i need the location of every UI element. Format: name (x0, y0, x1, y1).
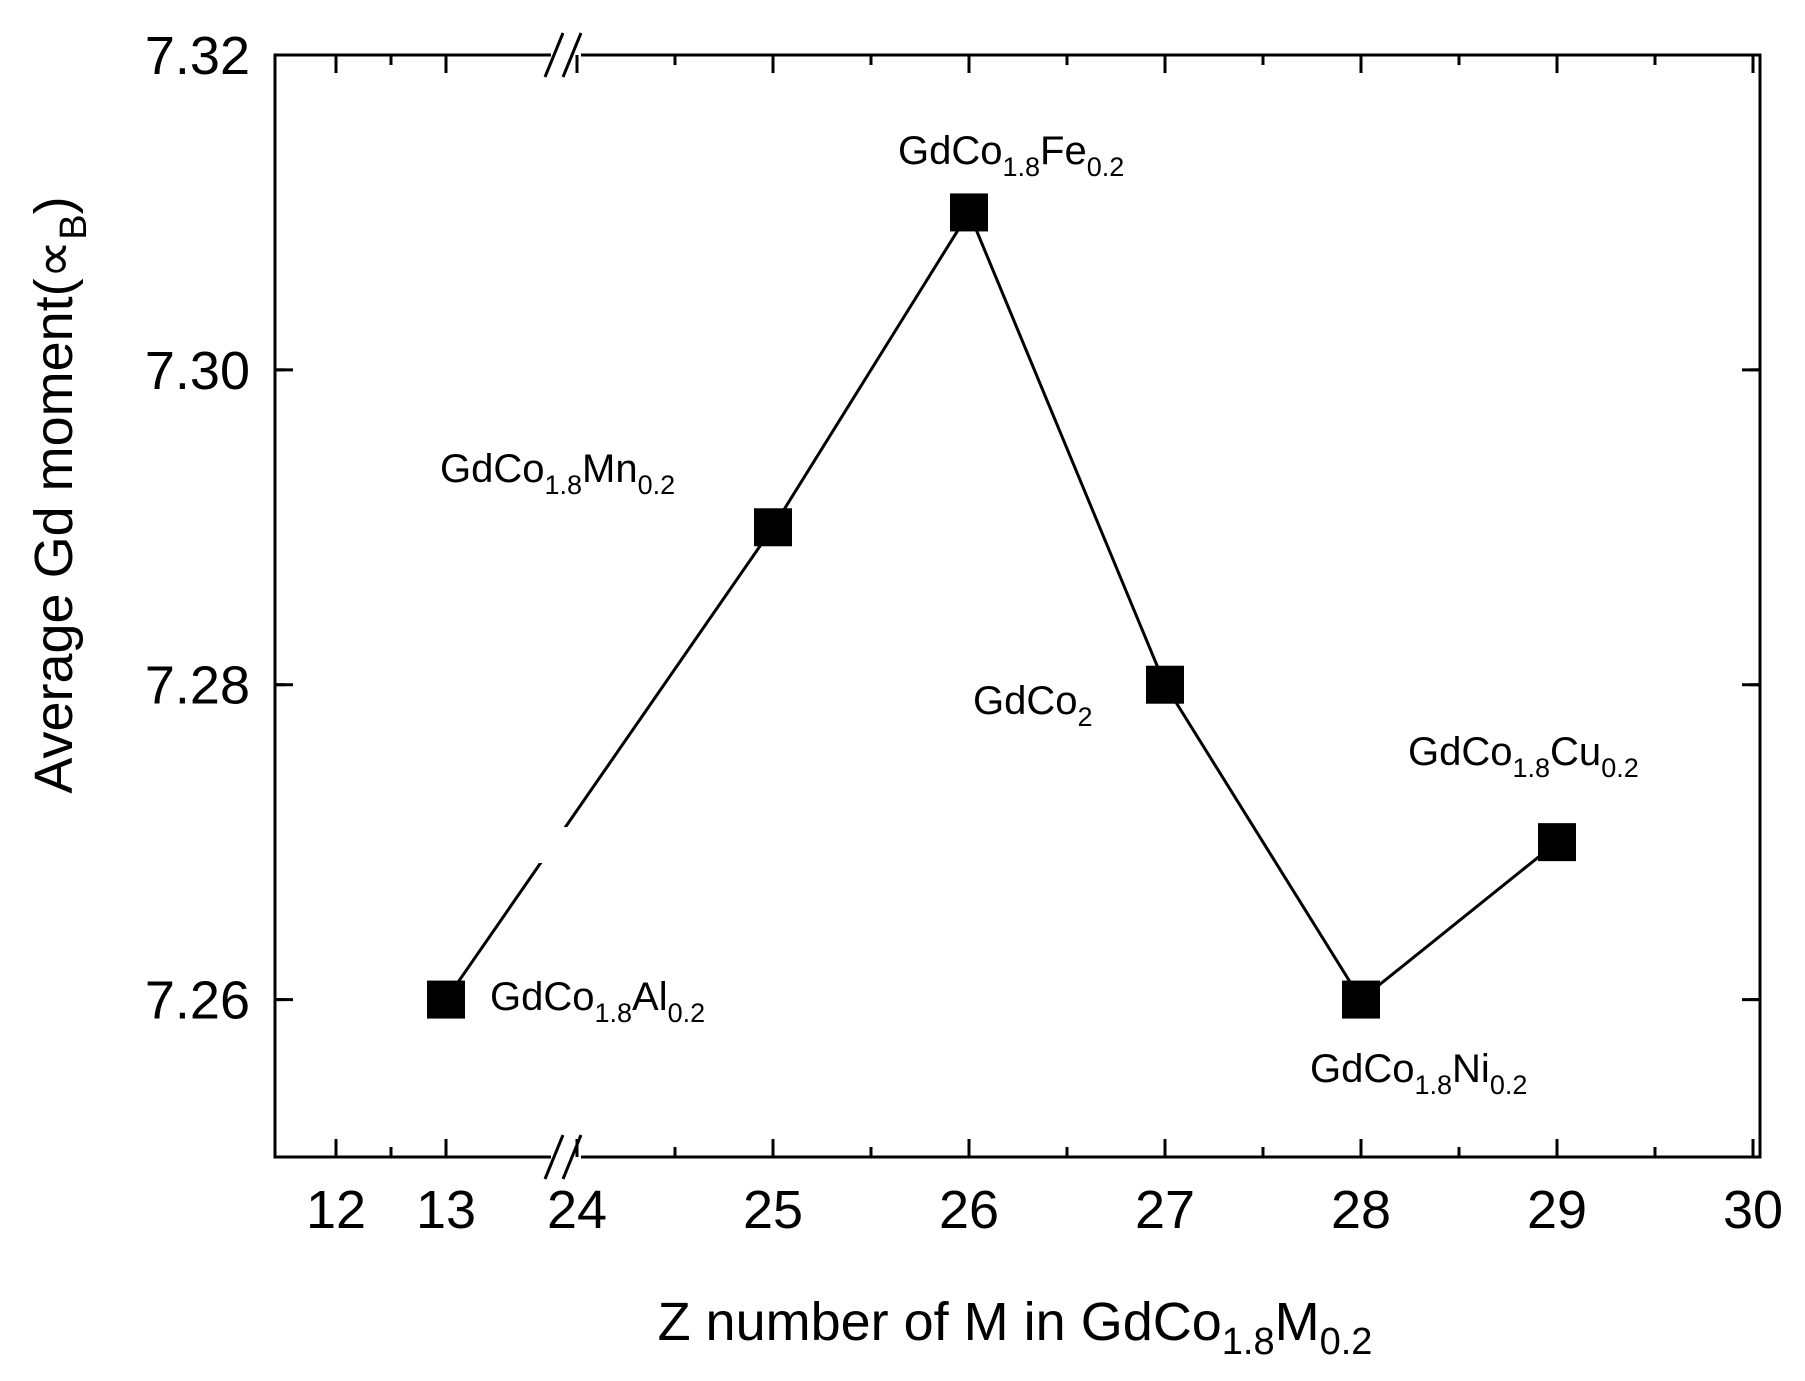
y-tick-label: 7.28 (145, 656, 250, 716)
x-tick-label: 24 (547, 1180, 607, 1240)
x-axis-title-mid: M (1275, 1292, 1320, 1352)
x-tick-label: 27 (1135, 1180, 1195, 1240)
data-point (754, 508, 792, 547)
x-axis-title-sub2: 0.2 (1320, 1321, 1373, 1363)
y-axis-title-main: Average Gd moment( (24, 278, 84, 793)
x-axis-title: Z number of M in GdCo1.8M0.2 (658, 1292, 1373, 1363)
x-tick-label: 13 (416, 1180, 476, 1240)
labels-layer: 12 13 24 25 26 27 28 29 30 7.26 7.28 7.30 7.32 GdCo1.… (145, 26, 1783, 1240)
series-layer (427, 193, 1576, 1019)
point-annotation: GdCo1.8Cu0.2 (1408, 730, 1639, 783)
data-point (1342, 980, 1380, 1019)
y-tick-label: 7.32 (145, 26, 250, 86)
x-tick-label: 12 (306, 1180, 366, 1240)
point-annotation: GdCo1.8Fe0.2 (898, 129, 1124, 182)
y-axis-title: Average Gd moment(∝B) (24, 196, 95, 793)
axis-break-gap (551, 1153, 581, 1161)
point-annotation: GdCo1.8Ni0.2 (1310, 1047, 1527, 1100)
x-tick-label: 28 (1331, 1180, 1391, 1240)
x-tick-label: 25 (743, 1180, 803, 1240)
y-tick-label: 7.26 (145, 971, 250, 1031)
x-tick-label: 26 (939, 1180, 999, 1240)
point-annotation: GdCo2 (973, 679, 1093, 732)
axis-break-gap (551, 51, 581, 59)
y-tick-label: 7.30 (145, 341, 250, 401)
axes (273, 32, 1762, 1180)
point-annotation: GdCo1.8Al0.2 (490, 975, 705, 1028)
data-point (950, 193, 988, 232)
series-break-gap (539, 827, 567, 864)
x-axis-title-sub1: 1.8 (1222, 1321, 1275, 1363)
axis-break-mark (543, 1134, 565, 1180)
axis-break-mark (561, 32, 583, 78)
plot-frame (273, 53, 1762, 1159)
axis-break-mark (543, 32, 565, 78)
data-point (1538, 823, 1576, 862)
x-tick-label: 30 (1723, 1180, 1783, 1240)
x-axis-title-main: Z number of M in GdCo (658, 1292, 1222, 1352)
x-tick-label: 29 (1527, 1180, 1587, 1240)
data-point (1146, 665, 1184, 704)
data-point (427, 980, 465, 1019)
y-axis-title-symbol: ∝ (24, 240, 84, 279)
y-axis-title-close: ) (24, 196, 84, 214)
y-axis-title-sub: B (53, 214, 95, 239)
series-line (444, 209, 1558, 1002)
point-annotation: GdCo1.8Mn0.2 (440, 447, 675, 500)
